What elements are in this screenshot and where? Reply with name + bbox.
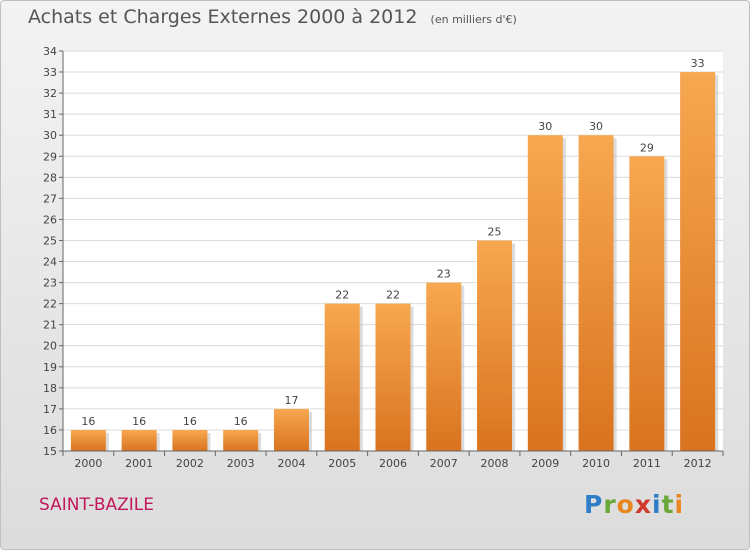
x-tick-label: 2001 bbox=[125, 457, 153, 470]
y-tick-label: 22 bbox=[43, 298, 57, 311]
x-tick-label: 2010 bbox=[582, 457, 610, 470]
y-tick-label: 17 bbox=[43, 403, 57, 416]
data-label: 23 bbox=[437, 268, 451, 281]
data-label: 16 bbox=[81, 415, 95, 428]
chart-title-block: Achats et Charges Externes 2000 à 2012 (… bbox=[28, 6, 517, 28]
x-tick-label: 2009 bbox=[531, 457, 559, 470]
bar-2009 bbox=[527, 135, 563, 452]
bar-2012 bbox=[680, 72, 716, 451]
x-tick-label: 2007 bbox=[430, 457, 458, 470]
x-tick-label: 2000 bbox=[74, 457, 102, 470]
bar-2006 bbox=[375, 303, 411, 451]
bar-2005 bbox=[324, 303, 360, 451]
y-tick-label: 29 bbox=[43, 150, 57, 163]
y-tick-label: 26 bbox=[43, 213, 57, 226]
data-label: 33 bbox=[691, 57, 705, 70]
x-tick-label: 2008 bbox=[481, 457, 509, 470]
y-tick-label: 16 bbox=[43, 424, 57, 437]
logo-letter: i bbox=[674, 490, 685, 519]
bar-2010 bbox=[578, 135, 614, 452]
bar-2002 bbox=[172, 429, 208, 451]
chart-title: Achats et Charges Externes 2000 à 2012 bbox=[28, 6, 418, 28]
data-label: 22 bbox=[386, 289, 400, 302]
y-tick-label: 34 bbox=[43, 45, 57, 58]
data-label: 25 bbox=[488, 225, 502, 238]
data-label: 30 bbox=[538, 120, 552, 133]
data-label: 30 bbox=[589, 120, 603, 133]
bars bbox=[70, 72, 719, 452]
y-tick-label: 23 bbox=[43, 277, 57, 290]
y-axis: 15 16 17 18 19 20 21 22 23 24 25 26 27 28 29 30 31 32 33 34 bbox=[43, 45, 64, 458]
x-tick-label: 2002 bbox=[176, 457, 204, 470]
logo-letter: i bbox=[652, 490, 662, 519]
data-label: 17 bbox=[284, 394, 298, 407]
bar-2008 bbox=[477, 240, 513, 451]
bar-2007 bbox=[426, 282, 462, 451]
logo-letter: o bbox=[616, 490, 635, 519]
proxiti-logo: Proxiti bbox=[584, 490, 684, 519]
x-tick-label: 2011 bbox=[633, 457, 661, 470]
data-label: 16 bbox=[234, 415, 248, 428]
x-tick-label: 2004 bbox=[277, 457, 305, 470]
bar-2001 bbox=[121, 429, 157, 451]
bar-2011 bbox=[629, 156, 665, 451]
chart-subtitle: (en milliers d'€) bbox=[430, 13, 517, 26]
data-label: 16 bbox=[132, 415, 146, 428]
data-label: 29 bbox=[640, 141, 654, 154]
y-tick-label: 15 bbox=[43, 445, 57, 458]
y-tick-label: 19 bbox=[43, 361, 57, 374]
logo-letter: P bbox=[584, 490, 604, 519]
y-tick-label: 24 bbox=[43, 256, 57, 269]
y-tick-label: 33 bbox=[43, 66, 57, 79]
bar-2003 bbox=[223, 429, 259, 451]
y-tick-label: 30 bbox=[43, 129, 57, 142]
x-axis: 2000 2001 2002 2003 2004 2005 2006 2007 2008 2009… bbox=[62, 450, 724, 470]
data-label: 16 bbox=[183, 415, 197, 428]
bar-2000 bbox=[70, 429, 106, 451]
commune-name: SAINT-BAZILE bbox=[39, 495, 154, 515]
y-tick-label: 21 bbox=[43, 319, 57, 332]
y-tick-label: 20 bbox=[43, 340, 57, 353]
logo-letter: r bbox=[603, 490, 617, 519]
y-tick-label: 28 bbox=[43, 171, 57, 184]
x-tick-label: 2005 bbox=[328, 457, 356, 470]
y-tick-label: 27 bbox=[43, 192, 57, 205]
x-tick-label: 2012 bbox=[684, 457, 712, 470]
data-labels: 16 16 16 16 17 22 22 23 25 30 30 29 33 bbox=[81, 57, 704, 428]
x-tick-label: 2003 bbox=[227, 457, 255, 470]
y-tick-label: 32 bbox=[43, 87, 57, 100]
bar-2004 bbox=[273, 408, 309, 451]
y-tick-label: 25 bbox=[43, 234, 57, 247]
logo-letter: t bbox=[661, 490, 675, 519]
y-tick-label: 31 bbox=[43, 108, 57, 121]
data-label: 22 bbox=[335, 289, 349, 302]
y-tick-label: 18 bbox=[43, 382, 57, 395]
logo-letter: x bbox=[634, 490, 652, 519]
x-tick-label: 2006 bbox=[379, 457, 407, 470]
